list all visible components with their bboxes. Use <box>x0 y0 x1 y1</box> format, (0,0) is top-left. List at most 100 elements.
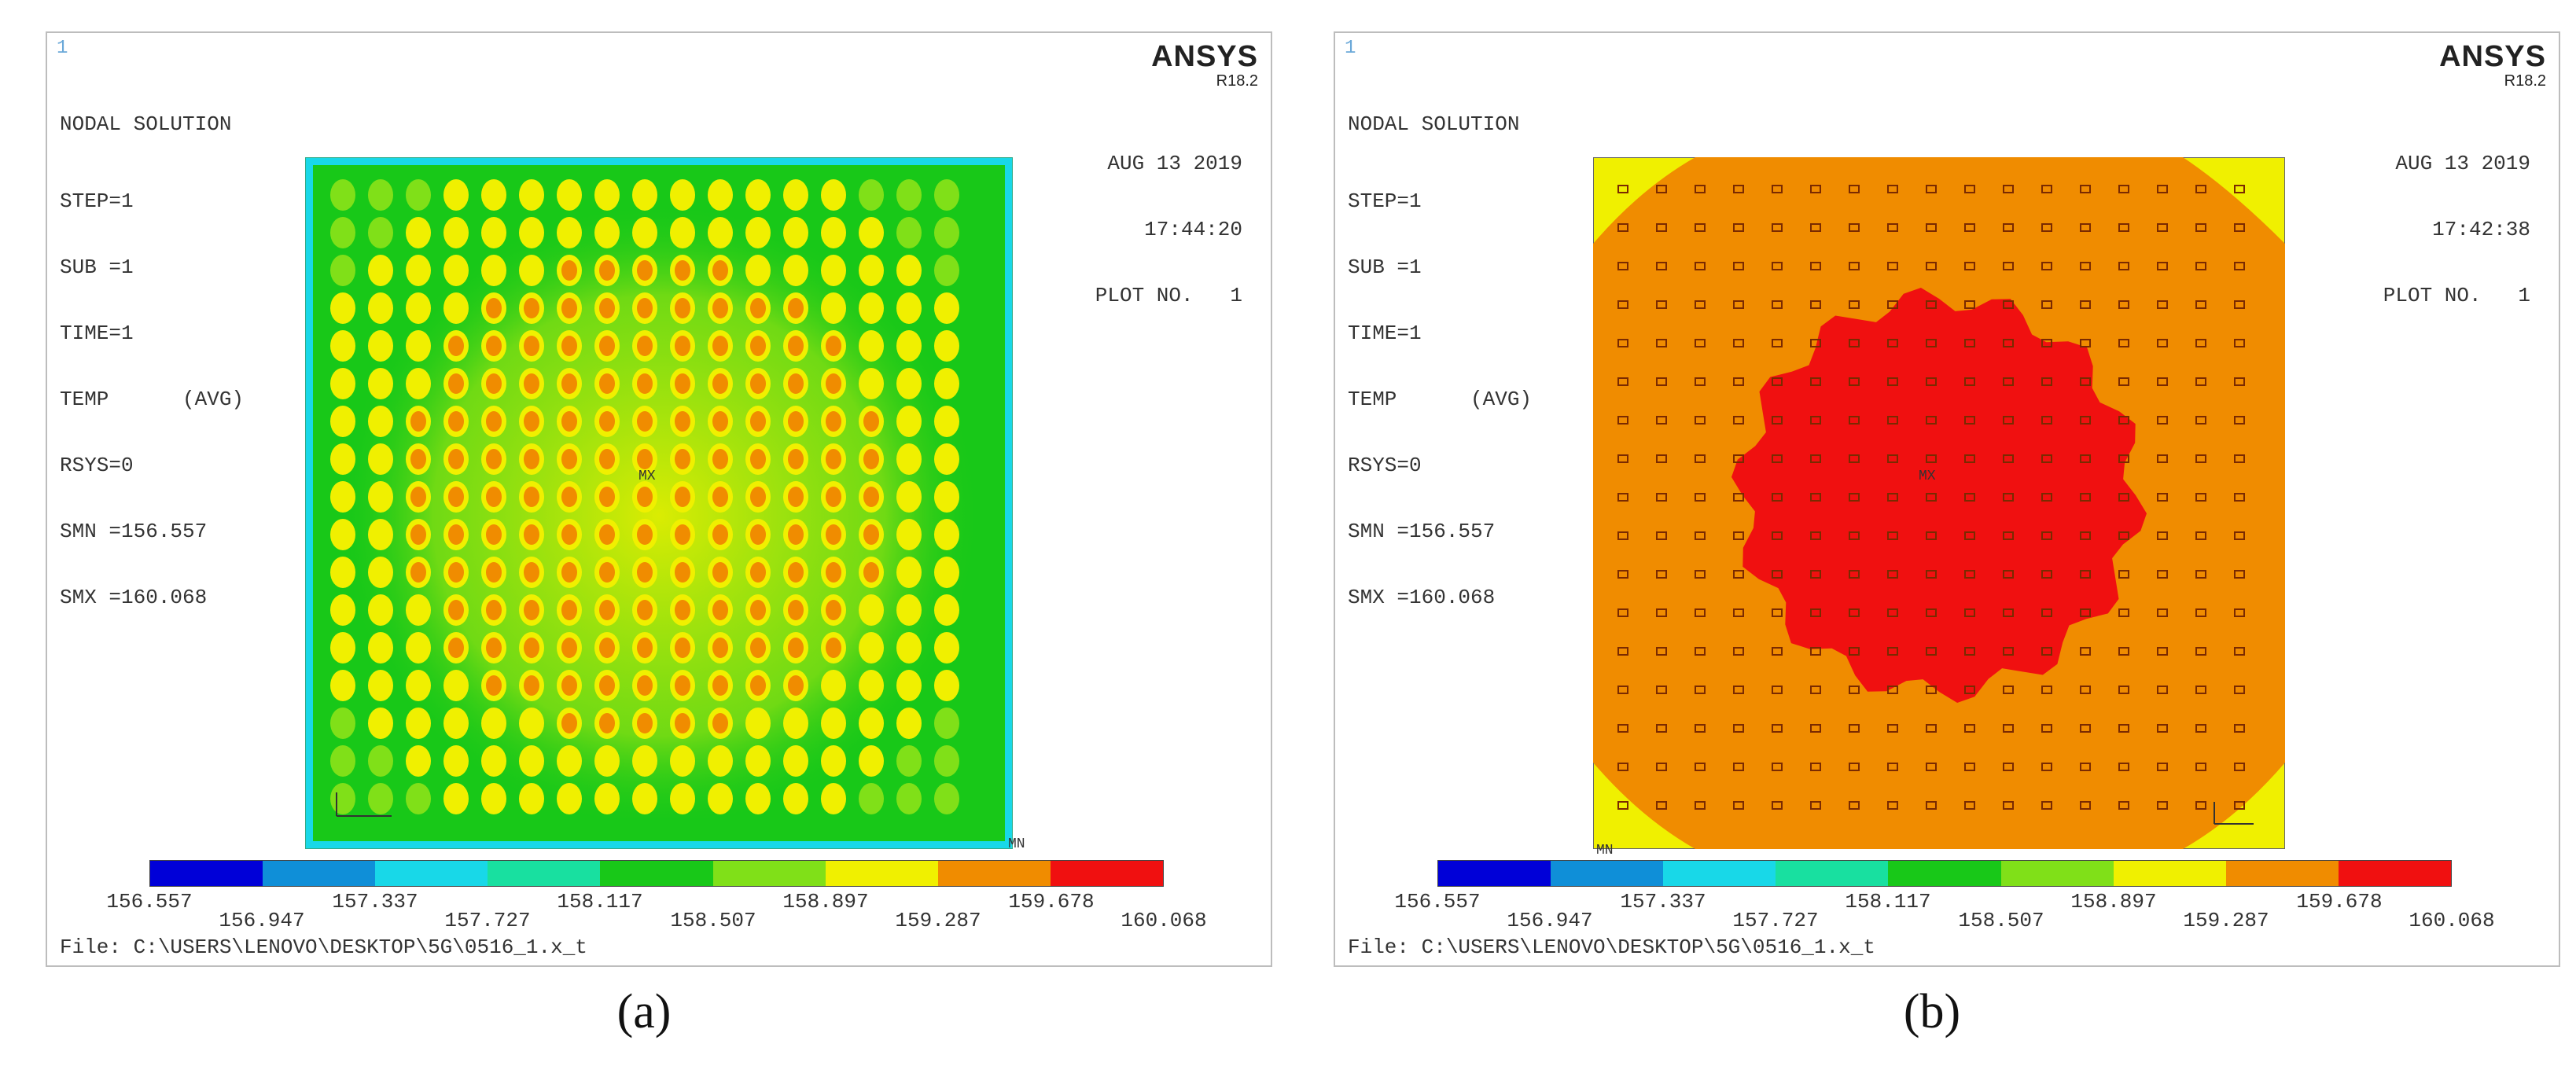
legend-tick: 160.068 <box>2409 909 2495 932</box>
chip-square <box>1926 801 1937 810</box>
chip-square <box>1964 223 1975 232</box>
chip-square <box>1926 531 1937 540</box>
legend-swatch <box>1438 861 1551 886</box>
chip-hotspot <box>410 411 426 432</box>
chip-hotspot <box>675 449 690 469</box>
chip-square <box>2118 416 2129 425</box>
legend-tick: 157.727 <box>444 909 531 932</box>
legend-swatch <box>1663 861 1776 886</box>
chip-square <box>2157 608 2168 617</box>
chip-square <box>2157 531 2168 540</box>
chip-square <box>2041 185 2052 193</box>
chip-hotspot <box>750 487 766 507</box>
chip-square <box>1733 377 1744 386</box>
chip-hotspot <box>712 449 728 469</box>
mx-marker: MX <box>638 469 656 484</box>
chip-hotspot <box>637 675 653 696</box>
chip-hotspot <box>863 487 879 507</box>
chip-hotspot <box>637 487 653 507</box>
chip-square <box>1926 300 1937 309</box>
chip-bump <box>745 708 771 739</box>
red-zone <box>1731 288 2147 703</box>
chip-hotspot <box>712 675 728 696</box>
chip-bump <box>519 745 544 777</box>
chip-square <box>1695 531 1706 540</box>
chip-bump <box>896 745 922 777</box>
chip-bump <box>368 519 393 550</box>
contour-plot-a <box>305 157 1013 849</box>
chip-square <box>1926 185 1937 193</box>
chip-square <box>1733 416 1744 425</box>
chip-bump <box>330 179 355 211</box>
chip-square <box>1964 531 1975 540</box>
chip-square <box>2003 262 2014 270</box>
contour-plot-b <box>1593 157 2285 849</box>
chip-bump <box>783 179 808 211</box>
chip-hotspot <box>486 487 502 507</box>
color-legend <box>1437 860 2452 887</box>
chip-square <box>1695 339 1706 347</box>
chip-square <box>2080 647 2091 656</box>
chip-square <box>1810 608 1821 617</box>
chip-square <box>1887 454 1898 463</box>
chip-bump <box>330 292 355 324</box>
chip-square <box>1617 686 1628 694</box>
chip-square <box>2195 647 2206 656</box>
chip-square <box>2080 377 2091 386</box>
chip-hotspot <box>826 524 841 545</box>
chip-square <box>1849 686 1860 694</box>
chip-square <box>1887 686 1898 694</box>
chip-square <box>1926 493 1937 502</box>
chip-square <box>1887 570 1898 579</box>
chip-square <box>1772 300 1783 309</box>
chip-hotspot <box>712 600 728 620</box>
chip-bump <box>368 481 393 513</box>
chip-square <box>1695 377 1706 386</box>
chip-square <box>1733 185 1744 193</box>
chip-hotspot <box>448 638 464 658</box>
chip-square <box>1849 724 1860 733</box>
chip-hotspot <box>410 562 426 583</box>
chip-square <box>1772 608 1783 617</box>
chip-square <box>1656 570 1667 579</box>
chip-hotspot <box>863 449 879 469</box>
chip-hotspot <box>826 336 841 356</box>
chip-hotspot <box>524 336 539 356</box>
chip-bump <box>896 255 922 286</box>
chip-square <box>1772 223 1783 232</box>
legend-swatch <box>1050 861 1163 886</box>
chip-bump <box>896 406 922 437</box>
legend-swatch <box>2338 861 2451 886</box>
chip-square <box>1733 262 1744 270</box>
chip-square <box>1926 608 1937 617</box>
chip-bump <box>896 481 922 513</box>
chip-hotspot <box>410 449 426 469</box>
chip-hotspot <box>561 562 577 583</box>
date-block: AUG 13 2019 17:44:20 PLOT NO. 1 <box>1095 108 1242 351</box>
date-block: AUG 13 2019 17:42:38 PLOT NO. 1 <box>2383 108 2530 351</box>
legend-tick: 158.897 <box>2070 890 2157 913</box>
chip-bump <box>934 632 959 663</box>
chip-square <box>1849 262 1860 270</box>
chip-bump <box>896 783 922 814</box>
chip-hotspot <box>675 336 690 356</box>
chip-square <box>1617 300 1628 309</box>
chip-square <box>2195 185 2206 193</box>
chip-bump <box>896 292 922 324</box>
chip-square <box>1887 531 1898 540</box>
chip-square <box>1617 608 1628 617</box>
chip-bump <box>821 708 846 739</box>
legend-swatch <box>712 861 826 886</box>
chip-hotspot <box>712 562 728 583</box>
chip-square <box>1810 300 1821 309</box>
caption-b: (b) <box>1903 985 1961 1038</box>
chip-bump <box>368 783 393 814</box>
chip-hotspot <box>788 524 804 545</box>
chip-square <box>2234 647 2245 656</box>
chip-square <box>2195 608 2206 617</box>
chip-hotspot <box>750 411 766 432</box>
info-line: STEP=1 <box>1348 189 1422 213</box>
chip-square <box>2234 339 2245 347</box>
chip-hotspot <box>561 524 577 545</box>
chip-square <box>1964 262 1975 270</box>
